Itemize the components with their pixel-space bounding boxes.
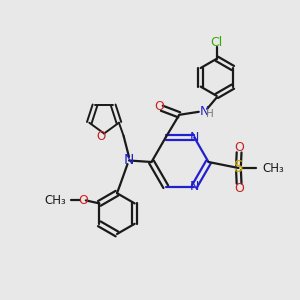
Text: CH₃: CH₃ bbox=[262, 161, 284, 175]
Text: Cl: Cl bbox=[211, 36, 223, 49]
Text: O: O bbox=[154, 100, 164, 113]
Text: N: N bbox=[190, 180, 199, 193]
Text: N: N bbox=[190, 131, 199, 144]
Text: N: N bbox=[123, 153, 134, 167]
Text: O: O bbox=[97, 130, 106, 143]
Text: O: O bbox=[234, 141, 244, 154]
Text: CH₃: CH₃ bbox=[44, 194, 66, 207]
Text: N: N bbox=[200, 105, 209, 118]
Text: O: O bbox=[79, 194, 88, 207]
Text: S: S bbox=[234, 160, 244, 175]
Text: H: H bbox=[206, 109, 214, 119]
Text: O: O bbox=[234, 182, 244, 195]
